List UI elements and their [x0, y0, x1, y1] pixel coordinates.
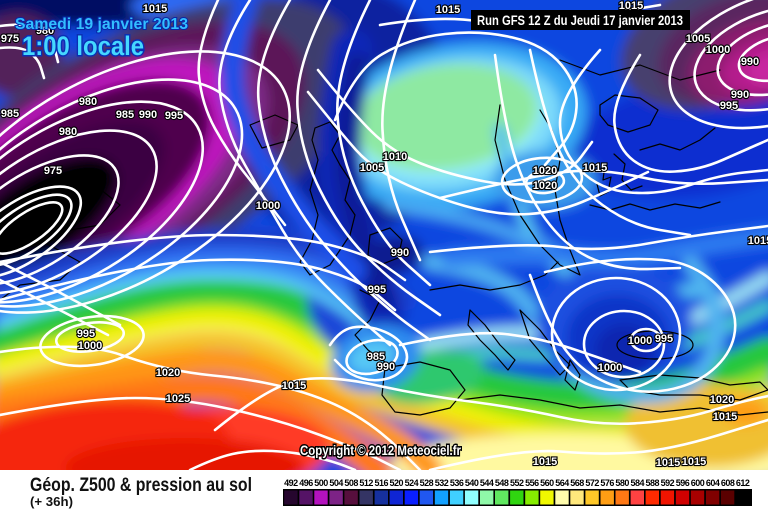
svg-text:580: 580: [615, 478, 629, 488]
svg-text:1025: 1025: [166, 393, 190, 405]
svg-text:592: 592: [661, 478, 675, 488]
svg-text:552: 552: [510, 478, 524, 488]
svg-text:596: 596: [676, 478, 690, 488]
svg-text:528: 528: [420, 478, 434, 488]
svg-text:520: 520: [390, 478, 404, 488]
svg-text:(+ 36h): (+ 36h): [30, 495, 73, 509]
svg-text:604: 604: [706, 478, 720, 488]
svg-text:995: 995: [368, 284, 386, 296]
svg-text:584: 584: [631, 478, 645, 488]
svg-text:1000: 1000: [598, 362, 622, 374]
svg-text:516: 516: [375, 478, 389, 488]
svg-text:1010: 1010: [383, 151, 407, 163]
svg-text:560: 560: [540, 478, 554, 488]
svg-text:1015: 1015: [748, 235, 768, 247]
svg-text:540: 540: [465, 478, 479, 488]
svg-text:504: 504: [329, 478, 343, 488]
svg-text:985: 985: [367, 351, 385, 363]
svg-text:1000: 1000: [78, 340, 102, 352]
svg-text:985: 985: [116, 109, 134, 121]
svg-text:576: 576: [600, 478, 614, 488]
svg-text:995: 995: [720, 100, 738, 112]
svg-text:995: 995: [165, 110, 183, 122]
svg-text:1020: 1020: [710, 394, 734, 406]
svg-text:1015: 1015: [619, 0, 643, 12]
svg-text:496: 496: [299, 478, 313, 488]
svg-text:1000: 1000: [256, 200, 280, 212]
svg-text:990: 990: [391, 247, 409, 259]
svg-text:1015: 1015: [533, 456, 557, 468]
svg-text:Samedi 19 janvier 2013: Samedi 19 janvier 2013: [15, 16, 188, 33]
svg-text:524: 524: [405, 478, 419, 488]
svg-text:1020: 1020: [533, 180, 557, 192]
svg-text:Run GFS 12 Z du Jeudi 17 janvi: Run GFS 12 Z du Jeudi 17 janvier 2013: [477, 13, 683, 28]
svg-text:1020: 1020: [533, 165, 557, 177]
svg-text:536: 536: [450, 478, 464, 488]
svg-text:544: 544: [480, 478, 494, 488]
svg-text:588: 588: [646, 478, 660, 488]
svg-text:532: 532: [435, 478, 449, 488]
svg-text:508: 508: [344, 478, 358, 488]
svg-text:990: 990: [731, 89, 749, 101]
svg-text:995: 995: [655, 333, 673, 345]
svg-text:492: 492: [284, 478, 298, 488]
svg-text:1:00 locale: 1:00 locale: [22, 31, 144, 61]
svg-text:975: 975: [44, 165, 62, 177]
svg-text:1015: 1015: [282, 380, 306, 392]
svg-text:564: 564: [555, 478, 569, 488]
svg-text:568: 568: [570, 478, 584, 488]
svg-text:1020: 1020: [156, 367, 180, 379]
svg-text:995: 995: [77, 328, 95, 340]
svg-text:1005: 1005: [360, 162, 384, 174]
svg-text:980: 980: [59, 126, 77, 138]
svg-text:990: 990: [377, 361, 395, 373]
svg-text:Copyright © 2012 Meteociel.fr: Copyright © 2012 Meteociel.fr: [300, 442, 461, 458]
svg-text:990: 990: [139, 109, 157, 121]
svg-text:572: 572: [585, 478, 599, 488]
svg-text:608: 608: [721, 478, 735, 488]
svg-text:548: 548: [495, 478, 509, 488]
svg-text:1015: 1015: [713, 411, 737, 423]
svg-text:1015: 1015: [656, 457, 680, 469]
svg-text:975: 975: [1, 33, 19, 45]
svg-text:1015: 1015: [143, 3, 167, 15]
svg-text:980: 980: [79, 96, 97, 108]
svg-text:1015: 1015: [583, 162, 607, 174]
svg-text:612: 612: [736, 478, 750, 488]
svg-text:985: 985: [1, 108, 19, 120]
svg-text:980: 980: [36, 25, 54, 37]
svg-text:512: 512: [359, 478, 373, 488]
svg-text:1005: 1005: [686, 33, 710, 45]
svg-text:1000: 1000: [628, 335, 652, 347]
svg-text:600: 600: [691, 478, 705, 488]
svg-text:1000: 1000: [706, 44, 730, 56]
svg-text:500: 500: [314, 478, 328, 488]
svg-text:556: 556: [525, 478, 539, 488]
svg-text:1015: 1015: [682, 456, 706, 468]
svg-text:990: 990: [741, 56, 759, 68]
svg-text:1015: 1015: [436, 4, 460, 16]
svg-text:Géop. Z500 & pression au sol: Géop. Z500 & pression au sol: [30, 474, 252, 496]
